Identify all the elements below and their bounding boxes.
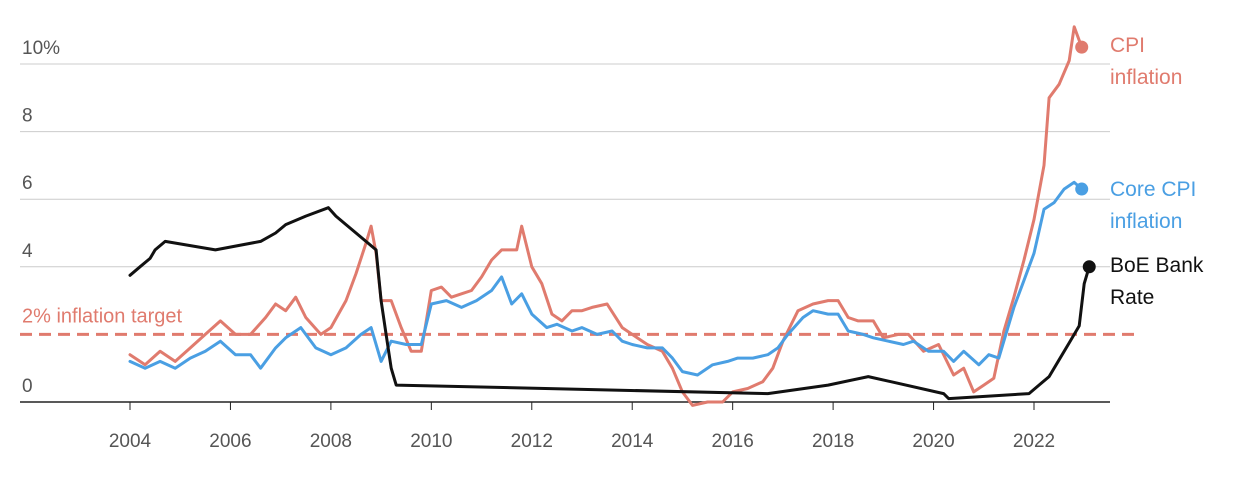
x-tick-label-2014: 2014 — [611, 431, 654, 452]
boe-bank-rate-line — [128, 206, 1091, 401]
core-cpi-inflation-line — [128, 180, 1084, 377]
x-tick-label-2012: 2012 — [511, 431, 553, 452]
y-tick-label-6: 6 — [22, 173, 33, 194]
boe-bank-rate-label-line-1: Rate — [1110, 286, 1154, 309]
x-axis: 2004 2006 2008 2010 2012 2014 2016 2018 2020 2022 — [109, 402, 1055, 452]
x-tick-label-2004: 2004 — [109, 431, 152, 452]
x-tick-label-2016: 2016 — [712, 431, 754, 452]
y-tick-label-0: 0 — [22, 376, 33, 397]
x-tick-label-2018: 2018 — [812, 431, 854, 452]
cpi-inflation-label-line-0: CPI — [1110, 34, 1145, 57]
x-tick-label-2022: 2022 — [1013, 431, 1055, 452]
y-tick-label-8: 8 — [22, 106, 33, 127]
gridlines — [20, 63, 1110, 403]
core-cpi-inflation-label-line-0: Core CPI — [1110, 178, 1196, 201]
boe-bank-rate-label-line-0: BoE Bank — [1110, 254, 1204, 277]
x-tick-label-2006: 2006 — [209, 431, 251, 452]
inflation-target: 2% inflation target — [20, 305, 1140, 336]
cpi-inflation-end-dot — [1075, 40, 1089, 54]
y-tick-label-10: 10% — [22, 38, 60, 59]
x-tick-label-2008: 2008 — [310, 431, 352, 452]
cpi-inflation-line — [128, 25, 1084, 407]
series-lines — [128, 25, 1096, 407]
cpi-inflation-label-line-1: inflation — [1110, 66, 1182, 89]
core-cpi-inflation-end-dot — [1075, 182, 1089, 196]
y-axis-labels: 0 4 6 8 10% — [22, 38, 60, 397]
x-tick-label-2010: 2010 — [410, 431, 452, 452]
x-tick-label-2020: 2020 — [912, 431, 954, 452]
y-tick-label-4: 4 — [22, 241, 33, 262]
core-cpi-inflation-label-line-1: inflation — [1110, 210, 1182, 233]
target-label: 2% inflation target — [22, 305, 183, 327]
series-labels: CPI inflation Core CPI inflation BoE Bank Rat… — [1110, 34, 1204, 309]
boe-bank-rate-end-dot — [1082, 260, 1096, 274]
